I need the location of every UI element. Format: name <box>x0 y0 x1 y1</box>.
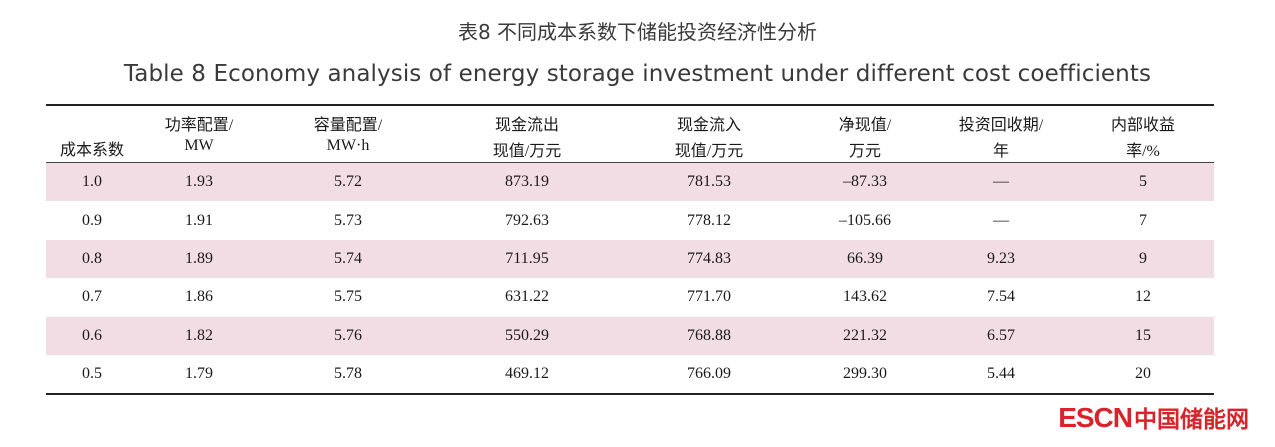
table-cell: 221.32 <box>800 316 930 355</box>
table-cell: 20 <box>1072 354 1214 396</box>
header-row-1: 成本系数 功率配置/ 容量配置/ 现金流出 现金流入 净现值/ 投资回收期/ 内… <box>46 104 1214 163</box>
header-unit-cell: MW·h <box>260 137 436 163</box>
table-row: 0.8 1.89 5.74 711.95 774.83 66.39 9.23 9 <box>46 239 1214 279</box>
table-cell: 0.6 <box>46 316 138 355</box>
table-cell: 5.72 <box>260 162 436 202</box>
table-cell: 0.9 <box>82 211 102 229</box>
table-cell: 1.0 <box>46 162 138 202</box>
table-cell: 12 <box>1135 288 1151 306</box>
table-cell: 550.29 <box>436 316 618 355</box>
table-cell: 5.74 <box>260 239 436 279</box>
economy-analysis-table: 成本系数 功率配置/ 容量配置/ 现金流出 现金流入 净现值/ 投资回收期/ 内… <box>46 104 1214 396</box>
logo-chinese-text: 中国储能网 <box>1134 407 1249 433</box>
table-cell: 766.09 <box>618 354 800 396</box>
table-cell: 0.8 <box>46 239 138 279</box>
table-cell: 9.23 <box>930 239 1072 279</box>
table-cell: 15 <box>1072 316 1214 355</box>
table-cell: 6.57 <box>930 316 1072 355</box>
header-unit-cell: 率/% <box>1072 137 1214 163</box>
table-cell: –105.66 <box>839 211 891 229</box>
table-cell: 1.82 <box>138 316 260 355</box>
header-cell: 内部收益 <box>1072 104 1214 137</box>
table-cell: 774.83 <box>618 239 800 279</box>
table-row: 0.7 1.86 5.75 631.22 771.70 143.62 7.54 … <box>46 278 1214 316</box>
escn-watermark-logo: ESCN中国储能网 <box>1058 400 1249 434</box>
table-cell: 5 <box>1072 162 1214 202</box>
table-cell: 771.70 <box>687 288 731 306</box>
table-cell: 0.7 <box>82 288 102 306</box>
table-cell: 5.73 <box>334 211 362 229</box>
table-cell: 9 <box>1072 239 1214 279</box>
table-cell: 1.91 <box>185 211 213 229</box>
table-cell: — <box>930 162 1072 202</box>
header-cell: 现金流入 <box>618 104 800 137</box>
table-cell: 469.12 <box>436 354 618 396</box>
table-cell: 781.53 <box>618 162 800 202</box>
table-row: 0.9 1.91 5.73 792.63 778.12 –105.66 — 7 <box>46 201 1214 239</box>
table-cell: 873.19 <box>436 162 618 202</box>
table-cell: — <box>993 211 1009 229</box>
header-unit-cell: 现值/万元 <box>618 137 800 163</box>
table-cell: 778.12 <box>687 211 731 229</box>
header-unit-cell: 年 <box>930 137 1072 163</box>
table-cell: 1.79 <box>138 354 260 396</box>
table-cell: 768.88 <box>618 316 800 355</box>
table-cell: 299.30 <box>800 354 930 396</box>
header-unit-cell: 现值/万元 <box>436 137 618 163</box>
logo-latin-text: ESCN <box>1058 402 1133 433</box>
table-row: 0.6 1.82 5.76 550.29 768.88 221.32 6.57 … <box>46 316 1214 355</box>
table-cell: 5.76 <box>260 316 436 355</box>
table-cell: 7.54 <box>987 288 1015 306</box>
table-cell: 792.63 <box>505 211 549 229</box>
table-cell: 0.5 <box>46 354 138 396</box>
table-cell: –87.33 <box>800 162 930 202</box>
table-cell: 5.44 <box>930 354 1072 396</box>
table-cell: 1.86 <box>185 288 213 306</box>
table-cell: 711.95 <box>436 239 618 279</box>
table-cell: 66.39 <box>800 239 930 279</box>
table-row: 0.5 1.79 5.78 469.12 766.09 299.30 5.44 … <box>46 354 1214 396</box>
header-cell: 净现值/ <box>800 104 930 137</box>
table-cell: 7 <box>1139 211 1147 229</box>
table-cell: 1.93 <box>138 162 260 202</box>
header-unit-cell: 万元 <box>800 137 930 163</box>
header-cell: 功率配置/ <box>138 104 260 137</box>
table-row: 1.0 1.93 5.72 873.19 781.53 –87.33 — 5 <box>46 162 1214 202</box>
table-title-english: Table 8 Economy analysis of energy stora… <box>123 61 1152 87</box>
header-unit-cell: MW <box>138 137 260 163</box>
table-cell: 1.89 <box>138 239 260 279</box>
header-cell: 现金流出 <box>436 104 618 137</box>
header-cell: 容量配置/ <box>260 104 436 137</box>
table-cell: 5.75 <box>334 288 362 306</box>
table-cell: 5.78 <box>260 354 436 396</box>
header-cell: 成本系数 <box>46 104 138 163</box>
header-cell: 投资回收期/ <box>930 104 1072 137</box>
table-cell: 631.22 <box>505 288 549 306</box>
table-cell: 143.62 <box>843 288 887 306</box>
header-row-2: MW MW·h 现值/万元 现值/万元 万元 年 率/% <box>46 137 1214 163</box>
table-title-chinese: 表8 不同成本系数下储能投资经济性分析 <box>457 20 818 44</box>
